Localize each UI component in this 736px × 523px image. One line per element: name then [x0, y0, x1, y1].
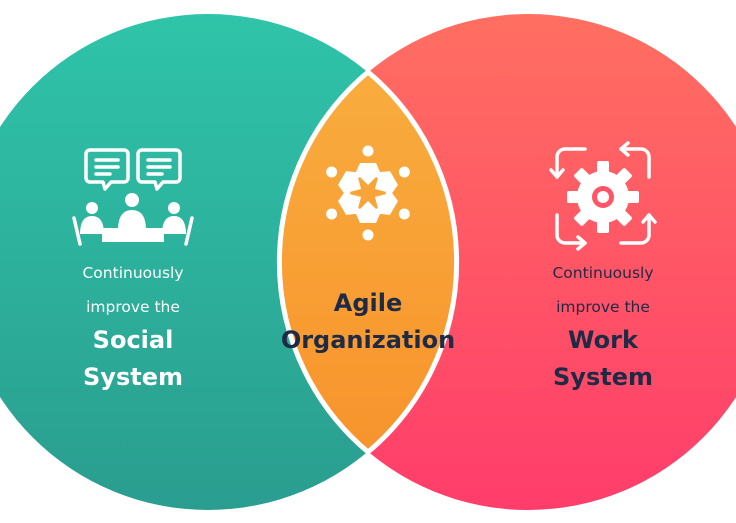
agile-organization-overlap [280, 14, 456, 510]
people-circle-icon [326, 145, 410, 241]
work-line-1: Continuously [552, 264, 654, 282]
social-title-1: Social [92, 326, 174, 354]
social-line-2: improve the [86, 298, 180, 316]
overlap-separator-left [276, 70, 370, 454]
work-title-1: Work [568, 326, 638, 354]
work-line-2: improve the [556, 298, 650, 316]
work-title-2: System [553, 363, 653, 391]
gear-cycle-arrows-icon [549, 141, 657, 251]
overlap-separator-right [366, 70, 460, 454]
agile-title-1: Agile [333, 289, 403, 317]
social-line-1: Continuously [82, 264, 184, 282]
agile-title-2: Organization [280, 326, 456, 354]
meeting-people-speech-bubbles-icon [72, 148, 194, 246]
social-title-2: System [83, 363, 183, 391]
